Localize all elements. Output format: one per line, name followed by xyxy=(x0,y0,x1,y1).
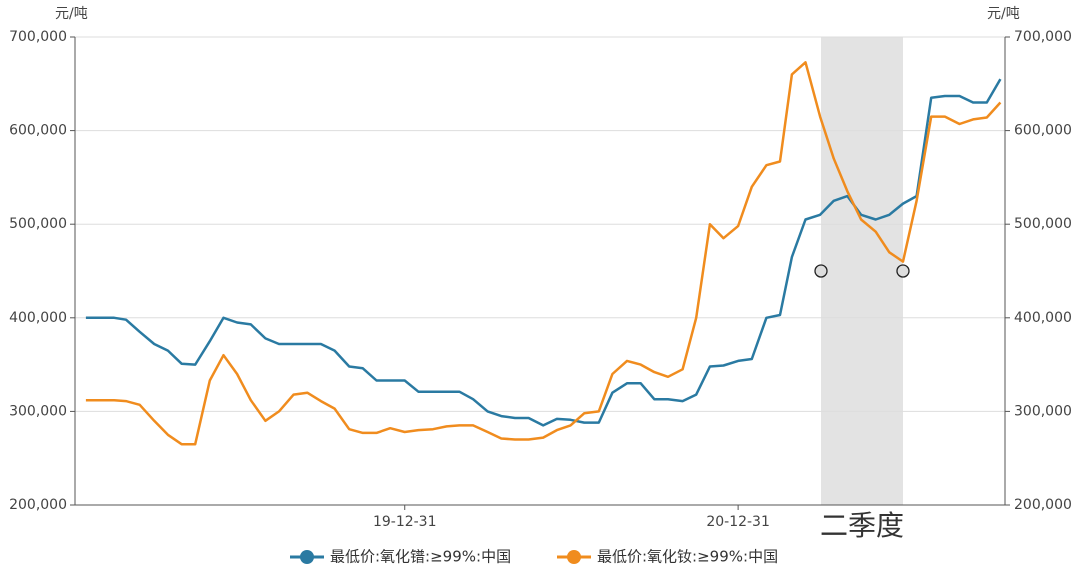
y2-tick-label: 300,000 xyxy=(1014,403,1072,419)
y-tick-label: 700,000 xyxy=(9,29,67,45)
marker xyxy=(814,264,828,278)
legend-label: 最低价:氧化镨:≥99%:中国 xyxy=(330,548,511,566)
y-tick-label: 400,000 xyxy=(9,310,67,326)
y2-tick-label: 200,000 xyxy=(1014,497,1072,513)
y-tick-label: 500,000 xyxy=(9,216,67,232)
marker xyxy=(896,264,910,278)
y2-tick-label: 500,000 xyxy=(1014,216,1072,232)
series-line xyxy=(85,78,1002,427)
legend-label: 最低价:氧化钕:≥99%:中国 xyxy=(597,548,778,566)
y2-tick-label: 400,000 xyxy=(1014,310,1072,326)
x-tick-label: 20-12-31 xyxy=(706,514,770,530)
y-unit: 元/吨 xyxy=(55,6,88,22)
series-line xyxy=(85,61,1002,446)
y-tick-label: 600,000 xyxy=(9,123,67,139)
x-tick-label: 19-12-31 xyxy=(373,514,437,530)
highlight-label: 二季度 xyxy=(820,509,904,542)
y2-unit: 元/吨 xyxy=(987,6,1020,22)
legend-dot xyxy=(300,550,314,564)
y2-tick-label: 600,000 xyxy=(1014,123,1072,139)
y-tick-label: 300,000 xyxy=(9,403,67,419)
highlight-band xyxy=(821,37,903,505)
y-tick-label: 200,000 xyxy=(9,497,67,513)
y2-tick-label: 700,000 xyxy=(1014,29,1072,45)
legend-dot xyxy=(567,550,581,564)
